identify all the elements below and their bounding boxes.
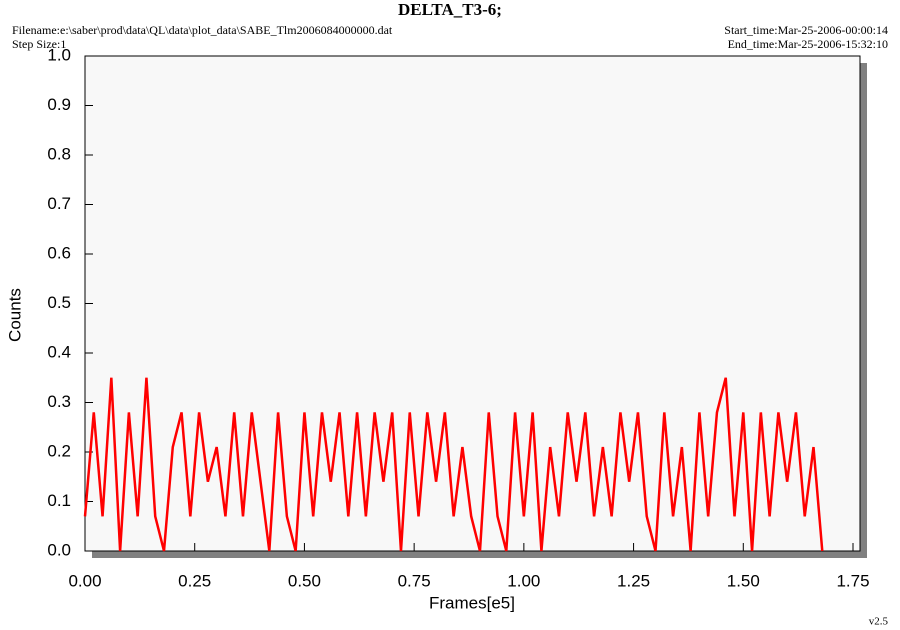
x-tick-label: 0.50 bbox=[288, 571, 321, 590]
filename: Filename:e:\saber\prod\data\QL\data\plot… bbox=[12, 23, 393, 37]
y-axis-label: Counts bbox=[5, 288, 24, 342]
x-tick-label: 1.50 bbox=[727, 571, 760, 590]
chart-title: DELTA_T3-6; bbox=[398, 0, 502, 19]
x-tick-label: 1.75 bbox=[836, 571, 869, 590]
x-tick-label: 0.00 bbox=[68, 571, 101, 590]
y-tick-label: 0.8 bbox=[47, 144, 71, 163]
data-line bbox=[83, 377, 824, 552]
x-tick-label: 1.25 bbox=[617, 571, 650, 590]
y-tick-label: 0.6 bbox=[47, 243, 71, 262]
x-tick-label: 0.25 bbox=[178, 571, 211, 590]
y-tick-label: 0.3 bbox=[47, 392, 71, 411]
end-time: End_time:Mar-25-2006-15:32:10 bbox=[728, 37, 888, 51]
y-tick-label: 1.0 bbox=[47, 45, 71, 64]
y-tick-label: 0.9 bbox=[47, 95, 71, 114]
plot-area bbox=[84, 55, 861, 552]
version: v2.5 bbox=[869, 616, 889, 628]
x-tick-label: 0.75 bbox=[398, 571, 431, 590]
y-tick-label: 0.4 bbox=[47, 342, 71, 361]
y-tick-label: 0.2 bbox=[47, 441, 71, 460]
y-tick-label: 0.7 bbox=[47, 194, 71, 213]
x-tick-label: 1.00 bbox=[507, 571, 540, 590]
y-tick-label: 0.1 bbox=[47, 491, 71, 510]
y-tick-label: 0.5 bbox=[47, 293, 71, 312]
step-size: Step Size:1 bbox=[12, 37, 66, 51]
x-axis-label: Frames[e5] bbox=[429, 593, 515, 612]
start-time: Start_time:Mar-25-2006-00:00:14 bbox=[724, 23, 888, 37]
y-tick-label: 0.0 bbox=[47, 540, 71, 559]
